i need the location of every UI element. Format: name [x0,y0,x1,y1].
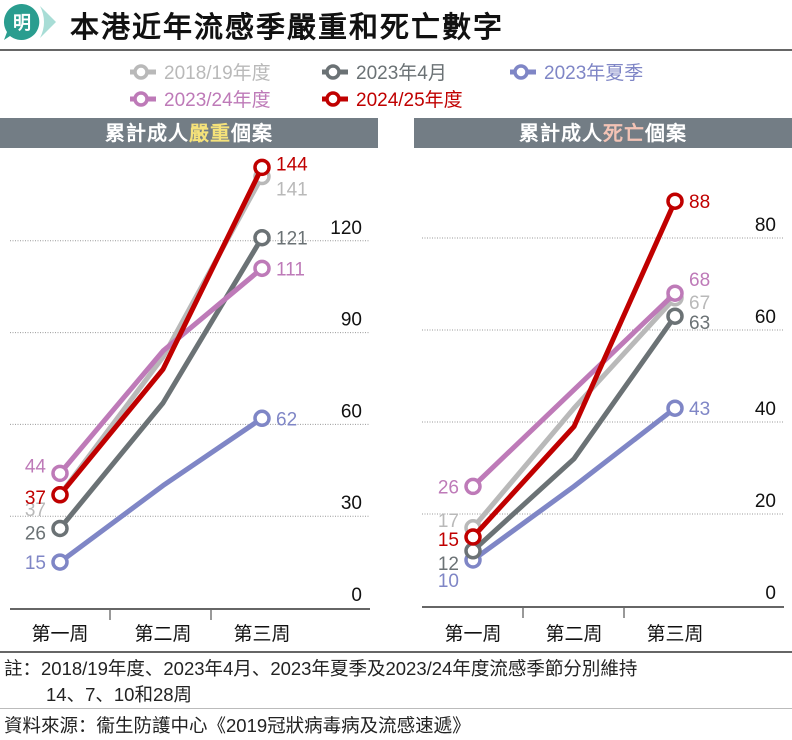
legend-label: 2023年夏季 [544,63,644,84]
data-label: 111 [276,259,305,280]
data-point [51,486,69,504]
panel-header-text: 個案 [645,121,687,145]
data-label: 10 [438,571,459,592]
footnote-line-2: 14、7、10和28周 [46,684,193,705]
source-divider [0,708,792,709]
panel-header-highlight: 死亡 [603,121,645,145]
legend-marker-icon [510,63,536,80]
series-line [471,291,677,489]
x-category-label: 第一周 [444,623,501,645]
data-label: 44 [25,456,47,477]
data-point [253,259,271,278]
y-tick-label: 0 [765,583,776,604]
footer-divider [0,651,792,653]
data-point [666,192,684,210]
panel-header-deaths: 累計成人死亡個案 [414,118,792,148]
x-category-label: 第三周 [646,623,703,645]
data-label: 88 [689,192,710,213]
data-label: 67 [689,293,710,314]
y-tick-label: 120 [330,218,362,239]
data-label: 144 [276,154,308,175]
data-label: 121 [276,229,308,250]
series-line [58,266,264,475]
panel-header-severe: 累計成人嚴重個案 [0,118,378,148]
series-line [471,200,678,539]
y-tick-label: 60 [755,307,776,328]
logo-glyph: 明 [13,13,31,34]
y-tick-label: 80 [755,215,776,236]
legend-item: 2023/24年度 [128,85,271,112]
data-point [464,528,482,546]
data-point [666,284,684,302]
legend-label: 2023年4月 [356,63,447,84]
data-point [51,553,69,571]
y-tick-label: 40 [755,399,776,420]
source-note: 資料來源：衞生防護中心《2019冠狀病毒病及流感速遞》 [4,715,471,736]
data-label: 43 [689,399,710,420]
legend-item: 2024/25年度 [320,85,463,112]
x-category-label: 第二周 [545,623,602,645]
series-line [471,296,677,530]
series-line [471,314,678,553]
y-tick-label: 30 [341,493,362,514]
data-point [51,464,69,483]
y-tick-label: 20 [755,491,776,512]
x-category-label: 第二周 [134,623,191,645]
data-label: 26 [438,477,459,498]
page-title: 本港近年流感季嚴重和死亡數字 [70,10,505,44]
data-point [666,307,684,325]
panel-header-highlight: 嚴重 [189,121,231,145]
legend-label: 2018/19年度 [164,63,271,84]
data-label: 17 [438,511,459,532]
legend-item: 2023年4月 [320,58,447,85]
series-line [58,416,264,565]
series-line [471,406,677,563]
data-label: 15 [438,530,459,551]
data-label: 63 [689,313,710,334]
panel-header-text: 累計成人 [105,121,189,145]
data-label: 37 [25,500,46,521]
data-label: 26 [25,523,46,544]
y-tick-label: 60 [341,401,362,422]
chart-severe-cases: 0 30 60 90 120 第一周 第二周 第三周 37 141 26 121 15 62 44 111 37… [10,154,370,645]
chart-death-cases: 0 20 40 60 80 第一周 第二周 第三周 17 67 12 63 10 43 26 68 15 88 [422,192,784,645]
legend-marker-icon [322,90,348,107]
data-point [253,409,271,428]
panel-header-text: 累計成人 [519,121,603,145]
header-divider [0,49,792,51]
data-point [464,542,482,560]
data-label: 12 [438,554,459,575]
legend-item: 2018/19年度 [128,58,271,85]
data-point [253,158,271,177]
data-label: 15 [25,553,46,574]
logo-icon: 明 [3,3,56,41]
y-tick-label: 0 [351,585,362,606]
data-point [464,477,482,496]
legend-item: 2023年夏季 [508,58,643,85]
x-category-label: 第一周 [31,623,88,645]
series-line [58,166,265,497]
x-category-label: 第三周 [233,623,290,645]
legend-marker-icon [130,90,156,107]
footnote-line-1: 註：2018/19年度、2023年4月、2023年夏季及2023/24年度流感季… [4,658,638,679]
data-label: 68 [689,270,710,291]
data-point [253,228,271,247]
data-point [51,519,69,538]
legend-label: 2024/25年度 [356,90,463,111]
data-label: 37 [25,488,46,509]
legend-marker-icon [130,63,156,80]
data-label: 62 [276,409,297,430]
panel-header-text: 個案 [231,121,273,145]
y-tick-label: 90 [341,310,362,331]
legend-label: 2023/24年度 [164,90,271,111]
legend-marker-icon [322,63,348,80]
data-point [666,399,684,417]
data-label: 141 [276,180,308,201]
